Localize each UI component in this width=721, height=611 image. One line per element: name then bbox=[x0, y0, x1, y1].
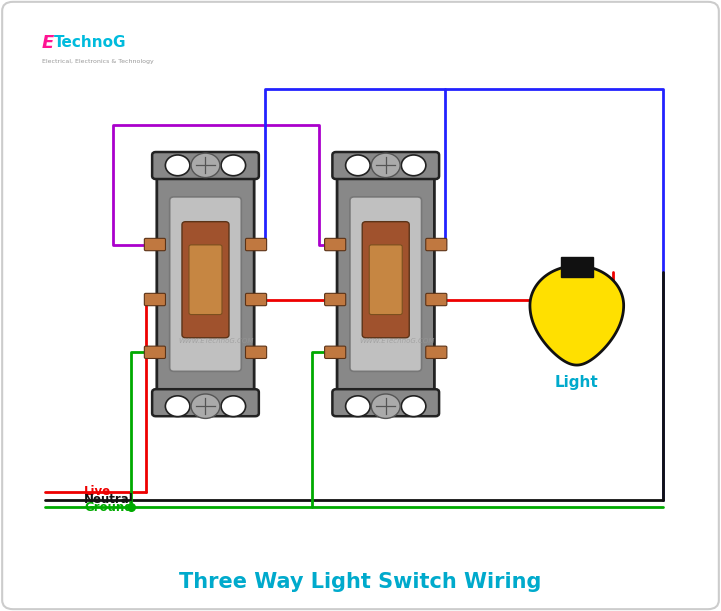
FancyBboxPatch shape bbox=[425, 238, 447, 251]
Text: Ground: Ground bbox=[84, 500, 133, 514]
Circle shape bbox=[221, 396, 246, 417]
FancyBboxPatch shape bbox=[324, 238, 346, 251]
FancyBboxPatch shape bbox=[189, 245, 222, 315]
Text: Three Way Light Switch Wiring: Three Way Light Switch Wiring bbox=[180, 572, 541, 591]
Text: TechnoG: TechnoG bbox=[54, 35, 127, 50]
FancyBboxPatch shape bbox=[245, 293, 267, 306]
Circle shape bbox=[345, 155, 370, 176]
FancyBboxPatch shape bbox=[425, 346, 447, 359]
Text: E: E bbox=[42, 34, 54, 52]
Text: Electrical, Electronics & Technology: Electrical, Electronics & Technology bbox=[42, 59, 154, 64]
FancyBboxPatch shape bbox=[245, 238, 267, 251]
Text: Live: Live bbox=[84, 485, 112, 499]
Circle shape bbox=[221, 155, 246, 176]
Circle shape bbox=[165, 396, 190, 417]
FancyBboxPatch shape bbox=[350, 197, 422, 371]
Circle shape bbox=[402, 396, 426, 417]
FancyBboxPatch shape bbox=[332, 389, 439, 416]
Bar bbox=[561, 257, 593, 277]
FancyBboxPatch shape bbox=[152, 389, 259, 416]
FancyBboxPatch shape bbox=[337, 168, 434, 400]
Polygon shape bbox=[530, 266, 624, 365]
Text: WWW.ETechnoG.COM: WWW.ETechnoG.COM bbox=[179, 338, 254, 345]
FancyBboxPatch shape bbox=[156, 168, 254, 400]
FancyBboxPatch shape bbox=[144, 238, 165, 251]
Circle shape bbox=[345, 396, 370, 417]
Text: Light: Light bbox=[555, 375, 598, 390]
FancyBboxPatch shape bbox=[152, 152, 259, 179]
Circle shape bbox=[371, 153, 400, 178]
FancyBboxPatch shape bbox=[169, 197, 242, 371]
FancyBboxPatch shape bbox=[369, 245, 402, 315]
FancyBboxPatch shape bbox=[245, 346, 267, 359]
Circle shape bbox=[402, 155, 426, 176]
FancyBboxPatch shape bbox=[332, 152, 439, 179]
Circle shape bbox=[371, 394, 400, 419]
Text: Neutral: Neutral bbox=[84, 493, 134, 507]
FancyBboxPatch shape bbox=[324, 346, 346, 359]
FancyBboxPatch shape bbox=[144, 293, 165, 306]
FancyBboxPatch shape bbox=[144, 346, 165, 359]
FancyBboxPatch shape bbox=[182, 222, 229, 338]
Text: WWW.ETechnoG.COM: WWW.ETechnoG.COM bbox=[359, 338, 434, 345]
FancyBboxPatch shape bbox=[324, 293, 346, 306]
FancyBboxPatch shape bbox=[362, 222, 410, 338]
Circle shape bbox=[191, 153, 220, 178]
Circle shape bbox=[165, 155, 190, 176]
Circle shape bbox=[191, 394, 220, 419]
FancyBboxPatch shape bbox=[425, 293, 447, 306]
